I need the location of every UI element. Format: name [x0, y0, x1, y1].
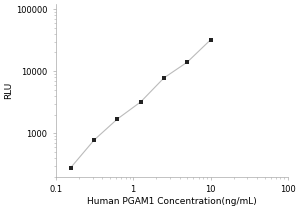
Point [68, 166, 73, 169]
Point [208, 38, 213, 42]
Point [92, 138, 97, 142]
Point [115, 117, 120, 121]
Point [138, 100, 143, 104]
Y-axis label: RLU: RLU [4, 82, 13, 99]
Point [185, 60, 190, 64]
Point [162, 76, 167, 80]
X-axis label: Human PGAM1 Concentration(ng/mL): Human PGAM1 Concentration(ng/mL) [87, 197, 257, 206]
